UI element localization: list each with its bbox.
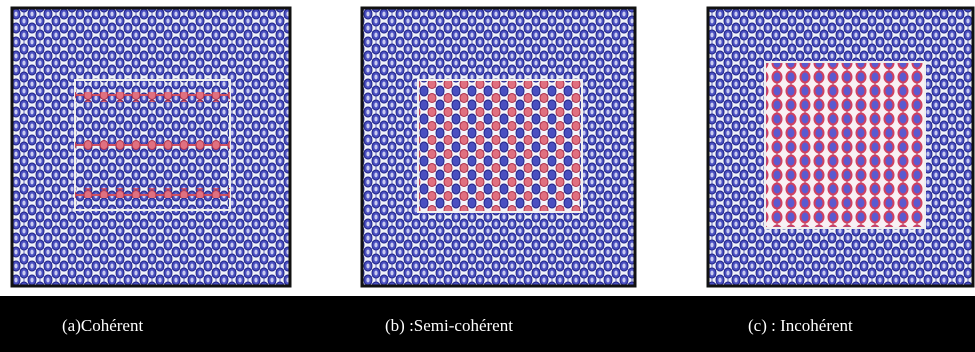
caption: (c) : Incohérent: [748, 316, 853, 335]
panel-b: [362, 8, 635, 286]
page: {"panels": [{"caption": "(a)Cohérent"}, …: [0, 0, 975, 352]
figure: (a)Cohérent (b) :Semi-cohérent (c) : Inc…: [0, 0, 975, 352]
caption: (b) :Semi-cohérent: [385, 316, 513, 335]
panel-a: [12, 8, 290, 286]
panel-c: [708, 8, 973, 286]
caption: (a)Cohérent: [62, 316, 143, 335]
